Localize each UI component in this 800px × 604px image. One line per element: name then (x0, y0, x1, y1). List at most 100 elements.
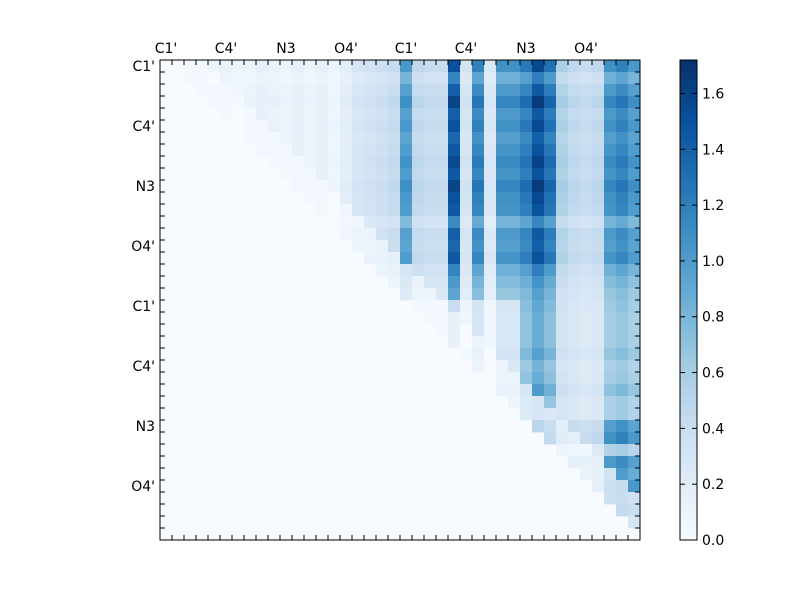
heatmap-cell (496, 372, 509, 385)
heatmap-cell (508, 192, 521, 205)
heatmap-cell (364, 144, 377, 157)
heatmap-cell (604, 84, 617, 97)
heatmap-cell (592, 204, 605, 217)
y-tick-label: C1' (132, 59, 155, 75)
heatmap-cell (532, 108, 545, 121)
heatmap-cell (628, 168, 641, 181)
heatmap-cell (532, 144, 545, 157)
heatmap-cell (628, 180, 641, 193)
heatmap-cell (352, 240, 365, 253)
heatmap-cell (352, 96, 365, 109)
heatmap-cell (364, 168, 377, 181)
heatmap-cell (472, 312, 485, 325)
heatmap-cell (376, 168, 389, 181)
heatmap-cell (460, 168, 473, 181)
heatmap-cell (448, 168, 461, 181)
heatmap-cell (472, 348, 485, 361)
heatmap-cell (568, 84, 581, 97)
heatmap-cell (604, 348, 617, 361)
heatmap-cell (376, 216, 389, 229)
heatmap-cell (340, 228, 353, 241)
heatmap-cell (628, 300, 641, 313)
heatmap-cell (604, 312, 617, 325)
heatmap-cell (544, 300, 557, 313)
heatmap-cell (496, 384, 509, 397)
heatmap-cell (448, 132, 461, 145)
heatmap-cell (508, 300, 521, 313)
heatmap-cell (496, 216, 509, 229)
heatmap-cell (424, 144, 437, 157)
heatmap-cell (604, 420, 617, 433)
heatmap-cell (508, 252, 521, 265)
heatmap-cell (496, 168, 509, 181)
heatmap-cell (448, 264, 461, 277)
heatmap-cell (388, 120, 401, 133)
heatmap-cell (244, 60, 257, 73)
heatmap-cell (592, 144, 605, 157)
heatmap-cell (472, 84, 485, 97)
heatmap-cell (484, 240, 497, 253)
heatmap-cell (628, 60, 641, 73)
heatmap-cell (592, 420, 605, 433)
heatmap-cell (604, 192, 617, 205)
heatmap-cell (292, 156, 305, 169)
heatmap-cell (508, 60, 521, 73)
heatmap-cell (568, 420, 581, 433)
heatmap-cell (532, 204, 545, 217)
heatmap-cell (508, 324, 521, 337)
heatmap-cell (556, 360, 569, 373)
heatmap-cell (616, 252, 629, 265)
heatmap-cell (520, 228, 533, 241)
y-tick-label: O4' (131, 479, 155, 495)
heatmap-cell (364, 132, 377, 145)
heatmap-cell (604, 60, 617, 73)
heatmap-cell (616, 204, 629, 217)
heatmap-cell (364, 192, 377, 205)
heatmap-cell (580, 192, 593, 205)
heatmap-cell (568, 336, 581, 349)
heatmap-cell (412, 264, 425, 277)
heatmap-cell (232, 72, 245, 85)
heatmap-cell (316, 180, 329, 193)
heatmap-cell (592, 156, 605, 169)
heatmap-cell (556, 96, 569, 109)
heatmap-cell (508, 108, 521, 121)
heatmap-cell (568, 156, 581, 169)
heatmap-cell (580, 384, 593, 397)
heatmap-cell (328, 132, 341, 145)
heatmap-cell (580, 204, 593, 217)
heatmap-cell (616, 336, 629, 349)
heatmap-cell (196, 60, 209, 73)
heatmap-cell (244, 72, 257, 85)
heatmap-cell (460, 252, 473, 265)
heatmap-cell (280, 120, 293, 133)
heatmap-cell (496, 240, 509, 253)
heatmap-cell (592, 288, 605, 301)
heatmap-cell (568, 240, 581, 253)
heatmap-cell (592, 444, 605, 457)
heatmap-cell (352, 108, 365, 121)
heatmap-cell (388, 144, 401, 157)
heatmap-cell (568, 372, 581, 385)
heatmap-cells (160, 60, 641, 540)
heatmap-cell (556, 216, 569, 229)
heatmap-cell (616, 408, 629, 421)
heatmap-cell (388, 72, 401, 85)
heatmap-cell (592, 228, 605, 241)
heatmap-cell (316, 96, 329, 109)
heatmap-cell (436, 108, 449, 121)
heatmap-cell (604, 168, 617, 181)
heatmap-cell (568, 228, 581, 241)
heatmap-cell (496, 288, 509, 301)
heatmap-cell (580, 300, 593, 313)
heatmap-cell (556, 204, 569, 217)
heatmap-cell (532, 408, 545, 421)
x-tick-label: C4' (215, 41, 238, 57)
heatmap-cell (508, 84, 521, 97)
heatmap-cell (340, 168, 353, 181)
heatmap-cell (340, 60, 353, 73)
heatmap-cell (292, 60, 305, 73)
heatmap-cell (328, 180, 341, 193)
heatmap-cell (592, 108, 605, 121)
heatmap-cell (388, 84, 401, 97)
